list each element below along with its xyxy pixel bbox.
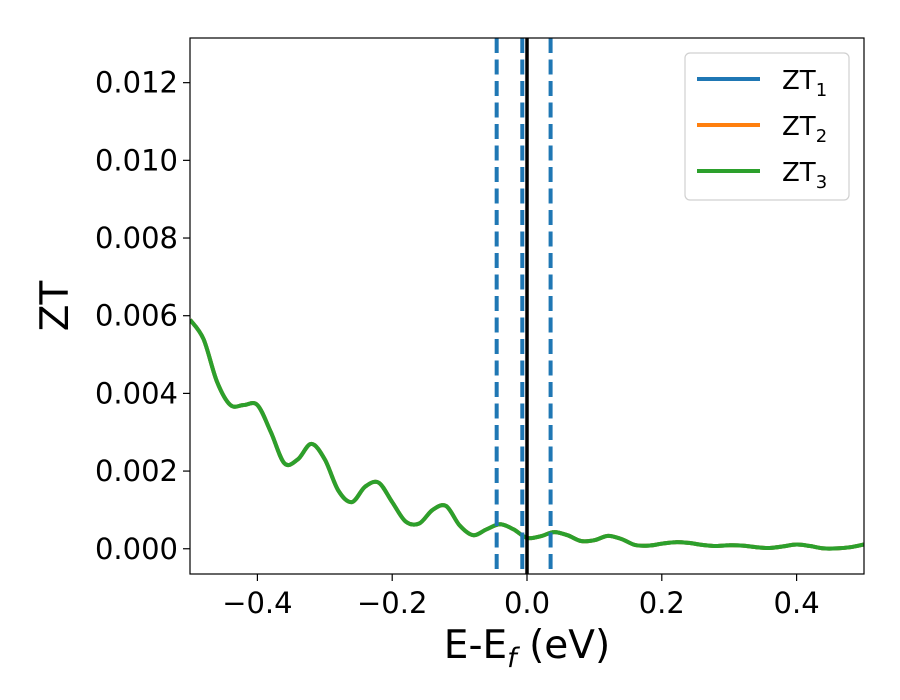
y-tick-label: 0.000 (95, 532, 178, 566)
x-tick-label: 0.4 (774, 586, 820, 620)
x-axis-label-unit: (eV) (517, 623, 611, 668)
y-tick-label: 0.008 (95, 221, 178, 255)
y-tick-label: 0.002 (95, 454, 178, 488)
x-tick-label: 0.2 (639, 586, 685, 620)
legend-label-1: ZT1 (782, 66, 827, 101)
y-axis-label: ZT (33, 281, 78, 332)
x-tick-label: −0.2 (357, 586, 427, 620)
y-tick-label: 0.012 (95, 66, 178, 100)
y-tick-label: 0.006 (95, 299, 178, 333)
y-tick-label: 0.004 (95, 376, 178, 410)
legend-box (684, 52, 850, 201)
x-axis-label: E-Ef (eV) (444, 623, 610, 674)
legend: ZT1 ZT2 ZT3 (684, 52, 850, 201)
y-tick-label: 0.010 (95, 143, 178, 177)
x-tick-label: 0.0 (504, 586, 550, 620)
legend-label-3: ZT3 (782, 158, 827, 193)
x-tick-label: −0.4 (222, 586, 292, 620)
x-axis-label-main: E-E (444, 623, 507, 668)
legend-label-2: ZT2 (782, 112, 827, 147)
